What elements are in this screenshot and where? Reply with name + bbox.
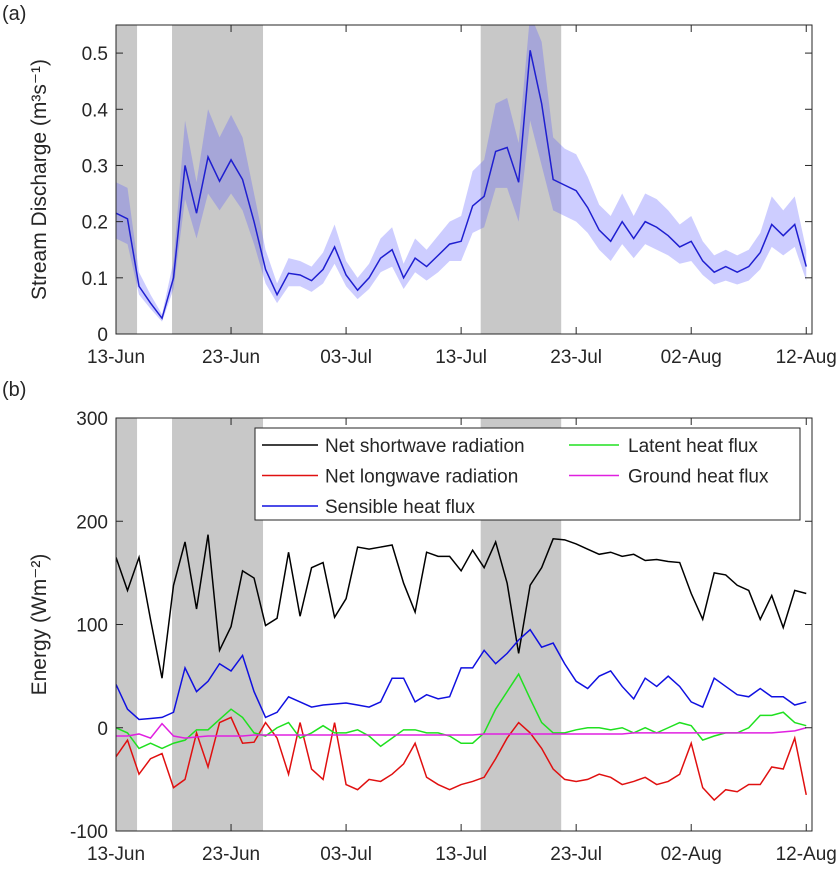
legend-label: Net shortwave radiation (325, 436, 525, 457)
series-line (116, 716, 807, 802)
x-tick-label: 13-Jul (435, 844, 487, 865)
legend-label: Sensible heat flux (325, 497, 475, 518)
legend-label: Net longwave radiation (325, 467, 518, 488)
series-line (116, 534, 807, 679)
x-tick-label: 02-Aug (661, 347, 722, 368)
series-line (116, 50, 807, 320)
x-tick-label: 12-Aug (776, 844, 837, 865)
uncertainty-band (116, 25, 807, 322)
axes-box (115, 24, 813, 335)
y-tick-label: 200 (76, 512, 108, 533)
y-tick-label: 0.4 (82, 100, 109, 121)
plot-area (116, 418, 807, 831)
shaded-period (172, 25, 264, 334)
y-tick-label: 0.1 (82, 269, 108, 290)
y-tick-label: 0 (97, 719, 108, 740)
x-tick-label: 02-Aug (661, 844, 722, 865)
y-tick-label: 100 (76, 616, 108, 637)
x-tick-label: 23-Jul (550, 347, 602, 368)
plot-area (116, 25, 807, 334)
panel-label: (b) (2, 379, 26, 401)
legend-box (254, 427, 801, 521)
series-line (116, 672, 807, 750)
x-tick-label: 23-Jun (202, 844, 260, 865)
x-tick-label: 13-Jul (435, 347, 487, 368)
x-tick-label: 03-Jul (320, 347, 372, 368)
x-tick-label: 03-Jul (320, 844, 372, 865)
panel-label: (a) (2, 3, 26, 25)
y-tick-label: -100 (70, 822, 108, 843)
y-axis-label: Energy (Wm⁻²) (28, 554, 51, 696)
x-tick-label: 23-Jun (202, 347, 260, 368)
legend-label: Ground heat flux (628, 467, 769, 488)
y-tick-label: 0 (97, 325, 108, 346)
legend-label: Latent heat flux (628, 436, 758, 457)
x-tick-label: 12-Aug (776, 347, 837, 368)
y-tick-label: 0.2 (82, 213, 108, 234)
x-tick-label: 23-Jul (550, 844, 602, 865)
y-tick-label: 0.3 (82, 156, 108, 177)
series-line (116, 628, 807, 721)
shaded-period (116, 25, 138, 334)
y-tick-label: 0.5 (82, 44, 108, 65)
shaded-period (480, 25, 562, 334)
y-tick-label: 300 (76, 409, 108, 430)
series-line (116, 722, 807, 739)
x-tick-label: 13-Jun (87, 347, 145, 368)
y-axis-label: Stream Discharge (m³s⁻¹) (28, 59, 51, 300)
x-tick-label: 13-Jun (87, 844, 145, 865)
